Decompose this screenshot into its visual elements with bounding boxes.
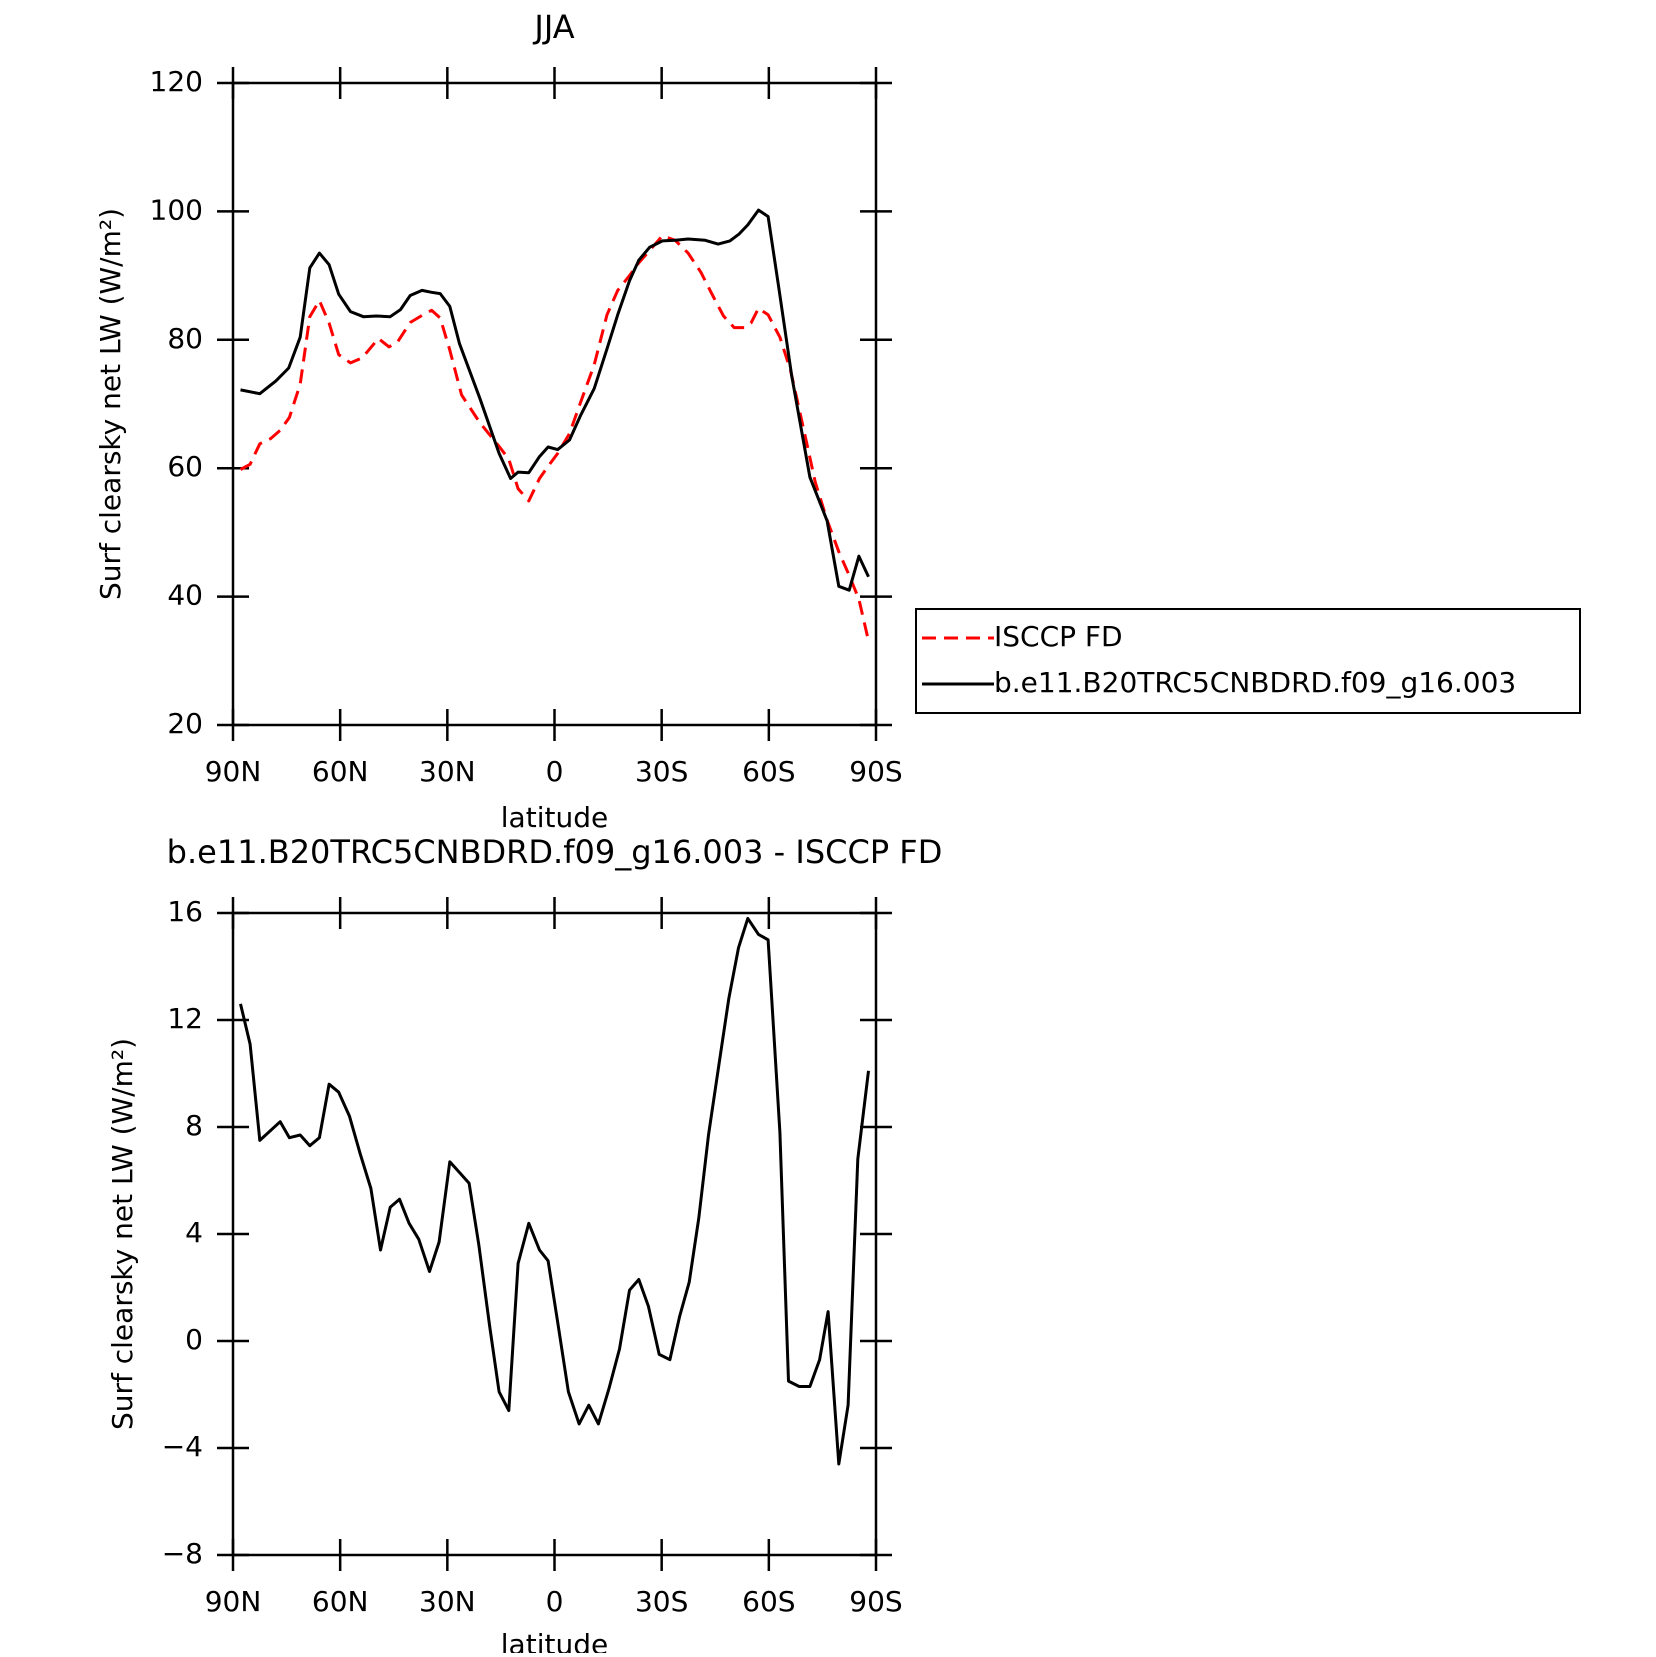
y-axis-label: Surf clearsky net LW (W/m²) xyxy=(106,1038,139,1430)
y-tick-label: 12 xyxy=(167,1002,203,1035)
y-tick-label: 80 xyxy=(167,322,203,355)
plot-frame xyxy=(231,911,878,1557)
x-tick-label: 90N xyxy=(205,1585,262,1618)
y-tick-label: −4 xyxy=(162,1430,203,1463)
data-line xyxy=(239,916,870,1466)
x-axis-label: latitude xyxy=(501,1628,608,1653)
y-tick-label: 4 xyxy=(185,1216,203,1249)
y-tick-label: 120 xyxy=(150,65,203,98)
plot-frame xyxy=(231,81,878,727)
x-tick-label: 30S xyxy=(635,1585,688,1618)
x-tick-label: 90S xyxy=(849,1585,902,1618)
x-tick-label: 60S xyxy=(742,1585,795,1618)
legend-label: ISCCP FD xyxy=(994,620,1123,653)
y-tick-label: −8 xyxy=(162,1537,203,1570)
legend-box xyxy=(915,608,1581,714)
y-axis-label: Surf clearsky net LW (W/m²) xyxy=(94,208,127,600)
y-tick-label: 16 xyxy=(167,895,203,928)
x-tick-label: 90N xyxy=(205,755,262,788)
x-tick-label: 0 xyxy=(546,755,564,788)
y-tick-label: 8 xyxy=(185,1109,203,1142)
x-tick-label: 30S xyxy=(635,755,688,788)
x-tick-label: 90S xyxy=(849,755,902,788)
data-line xyxy=(239,234,870,642)
y-tick-label: 60 xyxy=(167,450,203,483)
x-tick-label: 0 xyxy=(546,1585,564,1618)
y-tick-label: 100 xyxy=(150,193,203,226)
x-tick-label: 60S xyxy=(742,755,795,788)
y-tick-label: 20 xyxy=(167,707,203,740)
x-tick-label: 60N xyxy=(312,1585,369,1618)
y-tick-label: 0 xyxy=(185,1323,203,1356)
legend-label: b.e11.B20TRC5CNBDRD.f09_g16.003 xyxy=(994,666,1516,699)
x-tick-label: 30N xyxy=(419,1585,476,1618)
chart-title: JJA xyxy=(532,8,574,46)
x-axis-label: latitude xyxy=(501,801,608,834)
x-tick-label: 30N xyxy=(419,755,476,788)
data-line xyxy=(240,208,870,592)
chart-title: b.e11.B20TRC5CNBDRD.f09_g16.003 - ISCCP … xyxy=(167,833,943,871)
x-tick-label: 60N xyxy=(312,755,369,788)
y-tick-label: 40 xyxy=(167,579,203,612)
